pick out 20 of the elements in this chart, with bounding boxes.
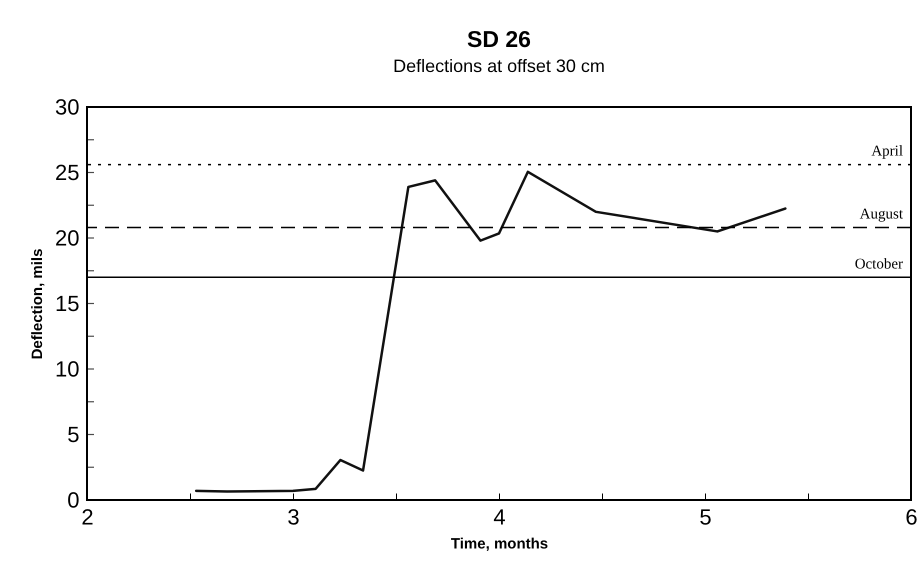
ref-line-label: August xyxy=(860,206,904,223)
line-series xyxy=(194,170,787,493)
x-axis-title: Time, months xyxy=(450,536,548,552)
y-tick-label: 25 xyxy=(55,160,80,185)
x-tick-label: 4 xyxy=(493,504,506,530)
x-tick-label: 6 xyxy=(905,504,918,530)
chart-subtitle: Deflections at offset 30 cm xyxy=(393,56,605,76)
ref-line-label: April xyxy=(871,144,903,160)
x-tick-label: 2 xyxy=(81,504,94,530)
x-tick-label: 3 xyxy=(287,504,300,530)
y-tick-label: 0 xyxy=(67,488,80,512)
y-tick-label: 5 xyxy=(67,422,80,447)
y-tick-label: 10 xyxy=(55,356,80,382)
y-tick-label: 30 xyxy=(55,94,80,120)
y-axis-title: Deflection, mils xyxy=(29,248,46,360)
y-tick-label: 15 xyxy=(55,291,80,316)
ref-line-label: October xyxy=(854,256,904,272)
x-tick-label: 5 xyxy=(699,504,712,530)
y-tick-label: 20 xyxy=(55,226,80,250)
chart-title: SD 26 xyxy=(467,26,531,52)
